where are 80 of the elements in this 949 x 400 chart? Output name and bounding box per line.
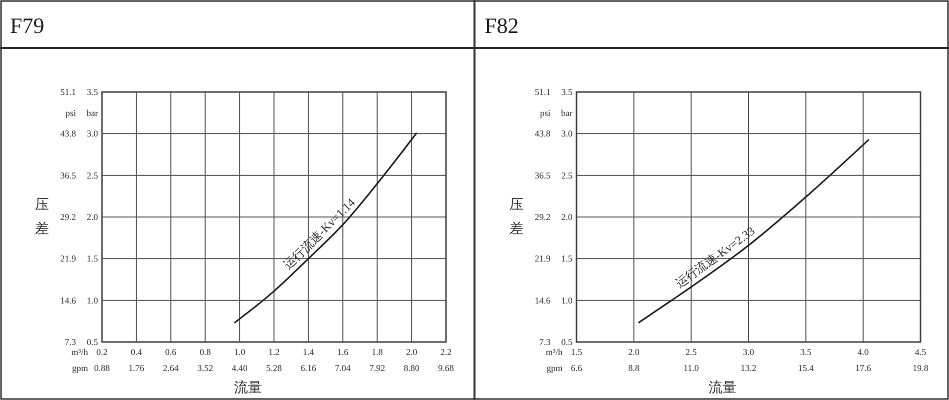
- y2-tick-label: 0.5: [561, 337, 573, 347]
- x2-tick-label: 1.76: [128, 363, 145, 373]
- text: psi: [540, 108, 551, 118]
- x2-tick-label: 19.8: [912, 363, 929, 373]
- x2-tick-label: 8.8: [628, 363, 640, 373]
- y-axis-title: 压差: [35, 198, 49, 237]
- y2-tick-label: 0.5: [86, 337, 98, 347]
- x-tick-label: 0.4: [130, 347, 143, 357]
- x2-axis-title: gpm: [546, 363, 562, 373]
- y2-axis-title: bar: [561, 108, 572, 118]
- y-tick-label: 29.2: [534, 212, 550, 222]
- y2-tick-label: 1.0: [86, 295, 98, 306]
- x2-tick-label: 7.04: [334, 363, 352, 373]
- y2-tick-label: 3.0: [86, 128, 98, 139]
- y-tick-label: 36.5: [60, 170, 76, 180]
- x-tick-label: 2.0: [628, 347, 640, 357]
- y2-tick-label: 3.5: [561, 87, 573, 97]
- y2-tick-label: 1.5: [561, 254, 573, 264]
- x2-tick-label: 15.4: [798, 363, 814, 373]
- x2-tick-label: 6.16: [300, 363, 317, 373]
- y-tick-label: 43.8: [60, 128, 76, 139]
- x2-tick-label: 17.6: [855, 363, 872, 373]
- x-tick-label: 2.0: [406, 347, 418, 357]
- x2-axis-title: gpm: [72, 363, 88, 373]
- x2-tick-label: 0.88: [94, 363, 110, 373]
- y-tick-label: 29.2: [60, 212, 76, 222]
- y2-axis-title: bar: [86, 108, 98, 118]
- y2-tick-label: 1.0: [561, 295, 573, 306]
- y2-tick-label: 3.5: [86, 87, 98, 97]
- y-tick-label: 7.3: [539, 337, 551, 347]
- x-tick-label: 2.2: [440, 347, 452, 357]
- chart-title: F82: [484, 13, 519, 38]
- x-tick-label: 1.4: [302, 347, 315, 357]
- y2-tick-label: 2.5: [561, 170, 573, 180]
- x2-tick-label: 3.52: [197, 363, 214, 373]
- y-tick-label: 51.1: [60, 87, 76, 97]
- x-tick-label: 0.8: [200, 347, 212, 357]
- x2-tick-label: 7.92: [369, 363, 386, 373]
- y2-tick-label: 3.0: [561, 128, 573, 139]
- x-tick-label: 1.8: [372, 347, 384, 357]
- x2-tick-label: 4.40: [232, 363, 248, 373]
- x2-tick-label: 6.6: [570, 363, 583, 373]
- x2-tick-label: 8.80: [404, 363, 420, 373]
- line-series: [234, 132, 418, 324]
- text: psi: [65, 108, 76, 118]
- x2-tick-label: 13.2: [740, 363, 756, 373]
- x2-tick-label: 9.68: [438, 363, 454, 373]
- x-axis-title: 流量: [234, 380, 262, 396]
- x2-tick-label: 2.64: [162, 363, 180, 373]
- y-tick-label: 7.3: [64, 337, 76, 347]
- x-tick-label: 1.0: [234, 347, 246, 357]
- y-tick-label: 36.5: [534, 170, 551, 180]
- x-tick-label: 2.5: [686, 347, 698, 357]
- y2-tick-label: 1.5: [86, 254, 98, 264]
- line-series: [638, 138, 870, 324]
- x2-tick-label: 11.0: [683, 363, 700, 373]
- x-tick-label: 1.6: [337, 347, 349, 357]
- x-tick-label: 4.5: [914, 347, 927, 357]
- y-axis-title: 压差: [510, 198, 524, 237]
- y2-tick-label: 2.5: [86, 170, 98, 180]
- y-tick-label: 14.6: [60, 295, 76, 306]
- text: m³/h: [546, 347, 563, 357]
- x-tick-label: 1.5: [570, 347, 583, 357]
- y2-tick-label: 2.0: [561, 212, 573, 222]
- x-tick-label: 3.0: [742, 347, 755, 357]
- x-tick-label: 3.5: [800, 347, 812, 357]
- y-tick-label: 43.8: [534, 128, 551, 139]
- x-tick-label: 0.6: [165, 347, 177, 357]
- text: m³/h: [71, 347, 88, 357]
- y-tick-label: 51.1: [534, 87, 550, 97]
- x-axis-title: 流量: [708, 380, 736, 396]
- y2-tick-label: 2.0: [86, 212, 98, 222]
- chart-title: F79: [10, 13, 44, 38]
- y-tick-label: 21.9: [60, 254, 76, 264]
- x-tick-label: 1.2: [268, 347, 280, 357]
- x-tick-label: 4.0: [858, 347, 870, 357]
- y-tick-label: 21.9: [534, 254, 551, 264]
- y-tick-label: 14.6: [534, 295, 551, 306]
- x-tick-label: 0.2: [96, 347, 108, 357]
- x2-tick-label: 5.28: [266, 363, 282, 373]
